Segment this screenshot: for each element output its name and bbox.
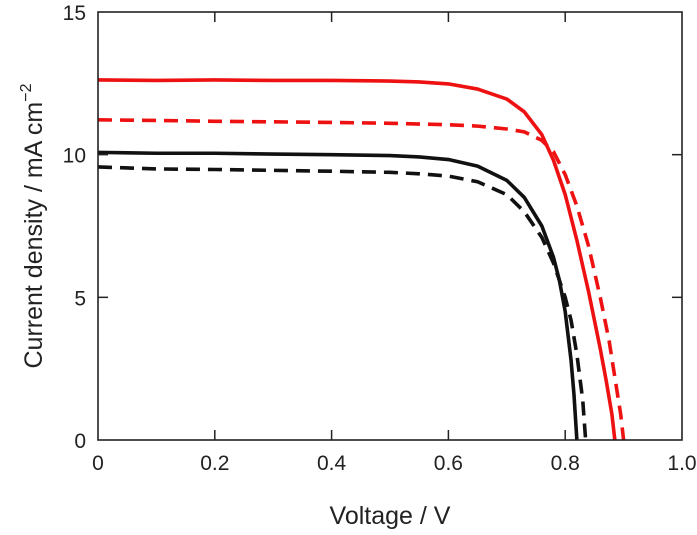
x-tick-label: 0.8	[551, 452, 580, 475]
plot-frame	[97, 11, 683, 441]
y-axis-label-superscript: −2	[18, 83, 35, 101]
series-line-red-dashed	[97, 118, 626, 441]
chart-marks	[97, 78, 626, 441]
x-tick-label: 0.4	[317, 452, 347, 475]
x-tick-label: 0.6	[434, 452, 463, 475]
series-line-red-solid	[97, 78, 617, 441]
y-tick-label: 5	[74, 287, 86, 310]
y-tick-label: 10	[63, 145, 86, 168]
x-axis-label: Voltage / V	[330, 502, 451, 530]
y-tick-label: 15	[63, 2, 86, 25]
series-line-black-dashed	[97, 165, 588, 441]
chart-axes	[98, 12, 682, 440]
chart-labels: 0 0.2 0.4 0.6 0.8 1.0 0 5 10 15 Voltage / V Current…	[18, 2, 697, 530]
x-tick-label: 0	[92, 452, 104, 475]
y-tick-label: 0	[74, 430, 86, 453]
y-axis-label: Current density / mA cm−2	[18, 83, 48, 368]
y-axis-label-text: Current density / mA cm	[20, 102, 48, 369]
series-line-black-solid	[97, 150, 579, 441]
x-tick-label: 0.2	[200, 452, 229, 475]
x-tick-label: 1.0	[667, 452, 696, 475]
